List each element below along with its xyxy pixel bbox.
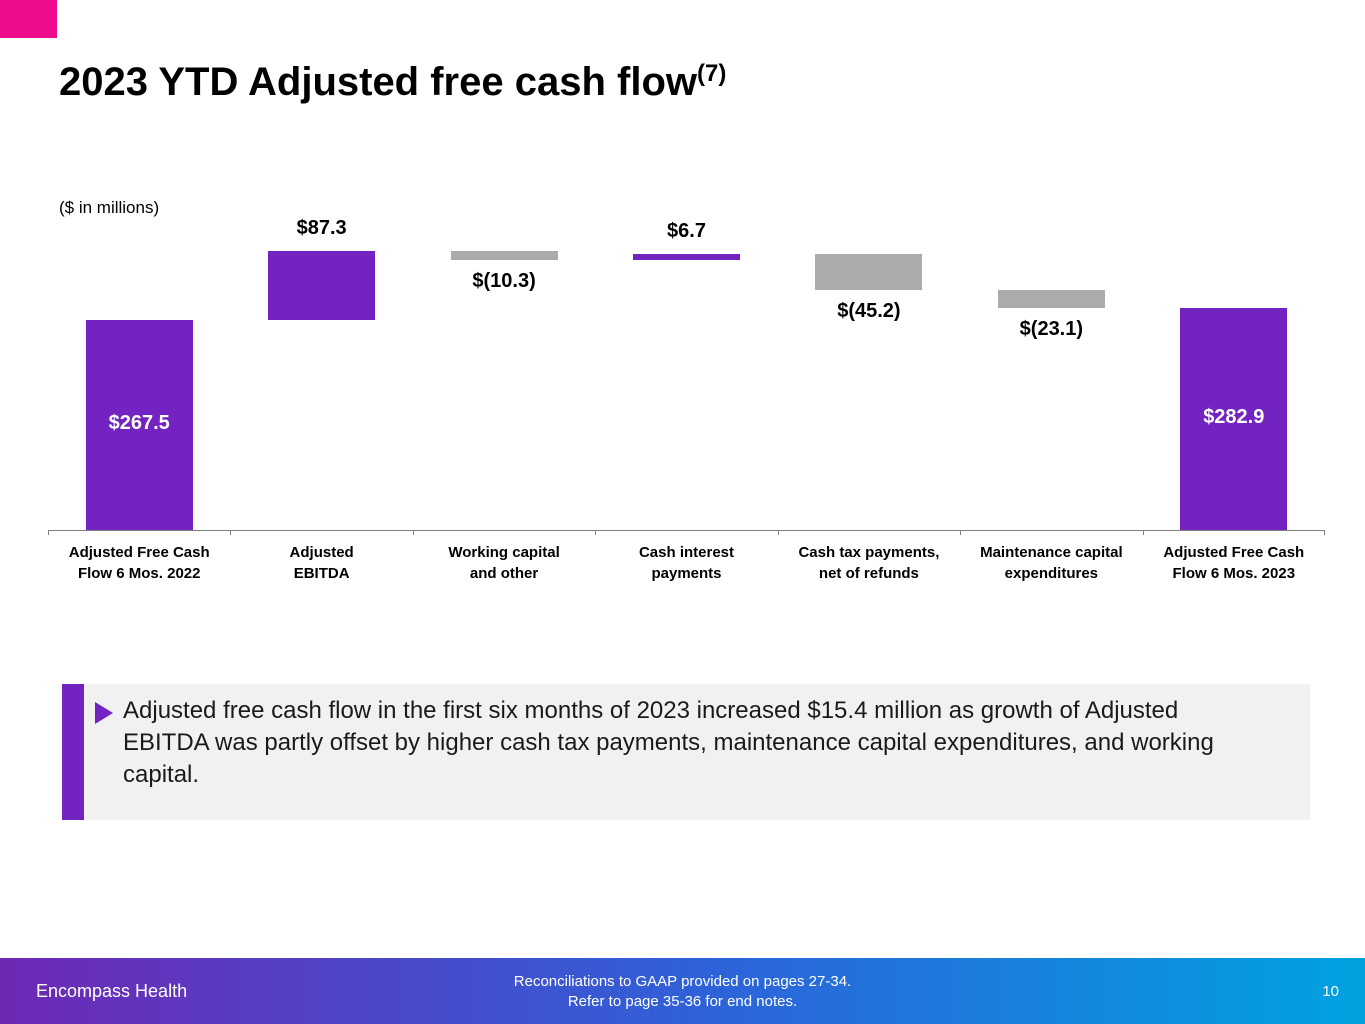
bar-value-label: $87.3 bbox=[296, 217, 347, 240]
units-label: ($ in millions) bbox=[59, 198, 160, 217]
footer-note-line2: Refer to page 35-36 for end notes. bbox=[567, 992, 798, 1010]
category-label: Adjusted Free Cash Flow 6 Mos. 2023 bbox=[1163, 544, 1305, 582]
footer-bar: Encompass Health Reconciliations to GAAP… bbox=[0, 958, 1365, 1024]
category-label: Maintenance capital expenditures bbox=[980, 544, 1123, 582]
category-label: Adjusted Free Cash Flow 6 Mos. 2022 bbox=[68, 544, 210, 582]
x-axis-tick bbox=[960, 530, 962, 535]
footer-company-name: Encompass Health bbox=[36, 980, 188, 1001]
waterfall-bar-1 bbox=[85, 320, 193, 530]
footer-page-number: 10 bbox=[1322, 982, 1339, 1000]
callout-accent-bar bbox=[62, 684, 84, 820]
x-axis-tick bbox=[777, 530, 779, 535]
category-label: Adjusted EBITDA bbox=[289, 544, 354, 582]
waterfall-bar-2 bbox=[268, 251, 376, 320]
brand-logo-mark bbox=[0, 0, 57, 38]
title-text: 2023 YTD Adjusted free cash flow bbox=[59, 60, 697, 104]
bar-value-label: $267.5 bbox=[108, 412, 170, 434]
bar-value-label: $282.9 bbox=[1203, 405, 1265, 428]
bar-value-label: $6.7 bbox=[667, 220, 706, 243]
x-axis-tick bbox=[48, 530, 49, 535]
x-axis-tick bbox=[1324, 530, 1325, 535]
category-label: Working capital and other bbox=[448, 544, 560, 582]
footer-note-line1: Reconciliations to GAAP provided on page… bbox=[513, 972, 852, 990]
category-label: Cash tax payments, net of refunds bbox=[798, 544, 940, 582]
callout-box: Adjusted free cash flow in the first six… bbox=[62, 684, 1310, 820]
x-axis-tick bbox=[412, 530, 414, 535]
waterfall-bar-4 bbox=[633, 254, 740, 260]
waterfall-bar-7 bbox=[1180, 307, 1288, 530]
callout-text: Adjusted free cash flow in the first six… bbox=[123, 697, 1214, 788]
x-axis-tick bbox=[230, 530, 232, 535]
footer-notes: Reconciliations to GAAP provided on page… bbox=[0, 958, 1365, 1024]
page-title: 2023 YTD Adjusted free cash flow(7) bbox=[59, 60, 726, 105]
waterfall-chart: $267.5 Adjusted Free Cash Flow 6 Mos. 2022… bbox=[48, 160, 1325, 590]
waterfall-bar-6 bbox=[997, 289, 1105, 308]
bar-value-label: $(23.1) bbox=[1019, 317, 1084, 340]
title-footnote-ref: (7) bbox=[697, 60, 727, 87]
x-axis-tick bbox=[1142, 530, 1144, 535]
x-axis-tick bbox=[595, 530, 597, 535]
triangle-bullet-icon bbox=[95, 702, 113, 724]
waterfall-bar-5 bbox=[815, 254, 923, 290]
x-axis-line bbox=[48, 530, 1325, 531]
waterfall-bar-3 bbox=[450, 251, 558, 260]
bar-value-label: $(45.2) bbox=[837, 299, 901, 322]
category-label: Cash interest payments bbox=[638, 544, 735, 582]
bar-value-label: $(10.3) bbox=[472, 269, 536, 292]
